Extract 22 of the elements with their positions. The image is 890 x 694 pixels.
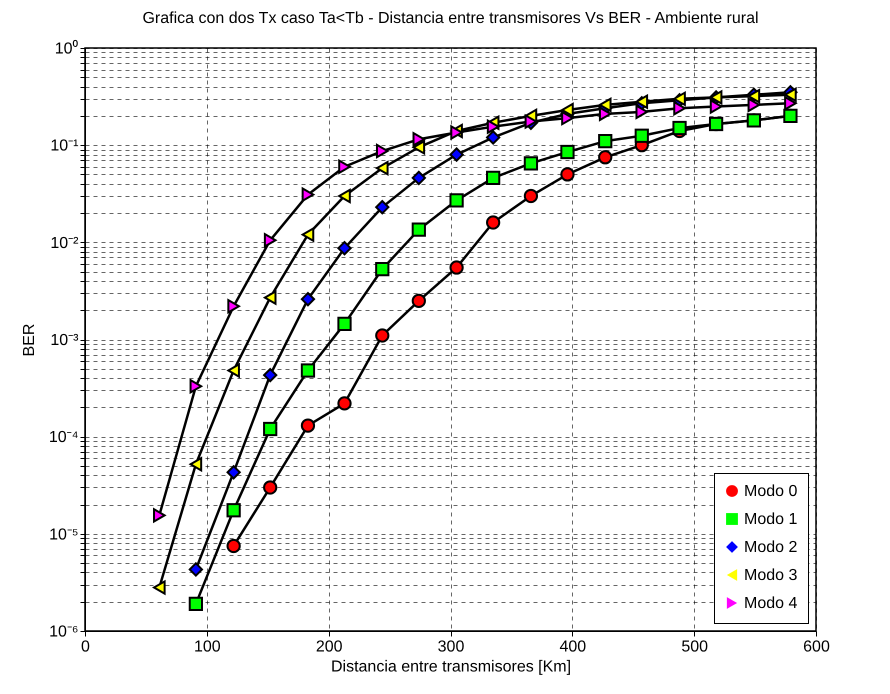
x-tick-label: 200	[316, 638, 343, 656]
x-tick-label: 100	[194, 638, 221, 656]
y-tick-label: 10⁻¹	[50, 138, 78, 155]
x-tick-label: 300	[438, 638, 464, 656]
y-tick-label: 10⁻⁶	[49, 624, 78, 640]
legend-label: Modo 4	[744, 595, 798, 612]
x-tick-label: 500	[681, 638, 708, 656]
y-tick-label: 10⁻⁵	[49, 526, 78, 544]
legend-label: Modo 2	[744, 539, 798, 556]
y-tick-label: 10⁻²	[50, 234, 80, 252]
chart-title: Grafica con dos Tx caso Ta<Tb - Distancia entre transmisores Vs BER - Ambiente rural	[142, 10, 759, 27]
legend-label: Modo 0	[744, 483, 798, 500]
x-tick-label: 400	[559, 638, 586, 656]
y-tick-label: 10⁻⁴	[48, 429, 79, 446]
x-tick-label: 600	[803, 638, 830, 656]
y-tick-label: 10⁰	[54, 40, 78, 58]
x-tick-label: 0	[81, 638, 90, 656]
x-axis-title: Distancia entre transmisores [Km]	[330, 658, 572, 676]
legend-label: Modo 3	[744, 567, 798, 584]
y-axis-title: BER	[20, 324, 38, 356]
y-tick-label: 10⁻³	[50, 332, 80, 349]
legend-label: Modo 1	[744, 511, 798, 528]
